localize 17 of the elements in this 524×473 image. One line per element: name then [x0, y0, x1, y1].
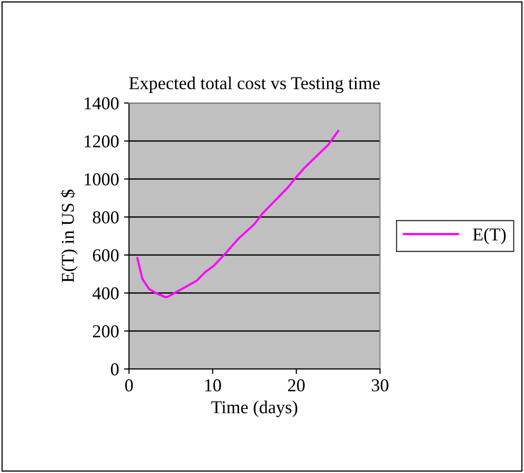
chart-title: Expected total cost vs Testing time — [129, 76, 380, 94]
y-tick-label: 0 — [110, 363, 119, 376]
x-tick-label: 10 — [205, 379, 222, 392]
x-tick-label: 30 — [372, 379, 388, 392]
x-tick-label: 20 — [288, 379, 305, 392]
line-series — [136, 130, 340, 298]
y-tick-label: 600 — [92, 249, 119, 262]
y-tick-label: 1400 — [84, 97, 119, 110]
x-tick-label: 0 — [125, 379, 133, 392]
y-tick-label: 800 — [92, 211, 119, 224]
y-tick-label: 200 — [92, 325, 119, 338]
x-axis-title: Time (days) — [211, 400, 298, 418]
y-tick-label: 1200 — [84, 135, 119, 148]
y-tick-label: 400 — [92, 287, 119, 300]
y-tick-label: 1000 — [84, 173, 119, 186]
y-axis-title: E(T) in US $ — [60, 190, 78, 282]
legend-label: E(T) — [472, 228, 506, 244]
